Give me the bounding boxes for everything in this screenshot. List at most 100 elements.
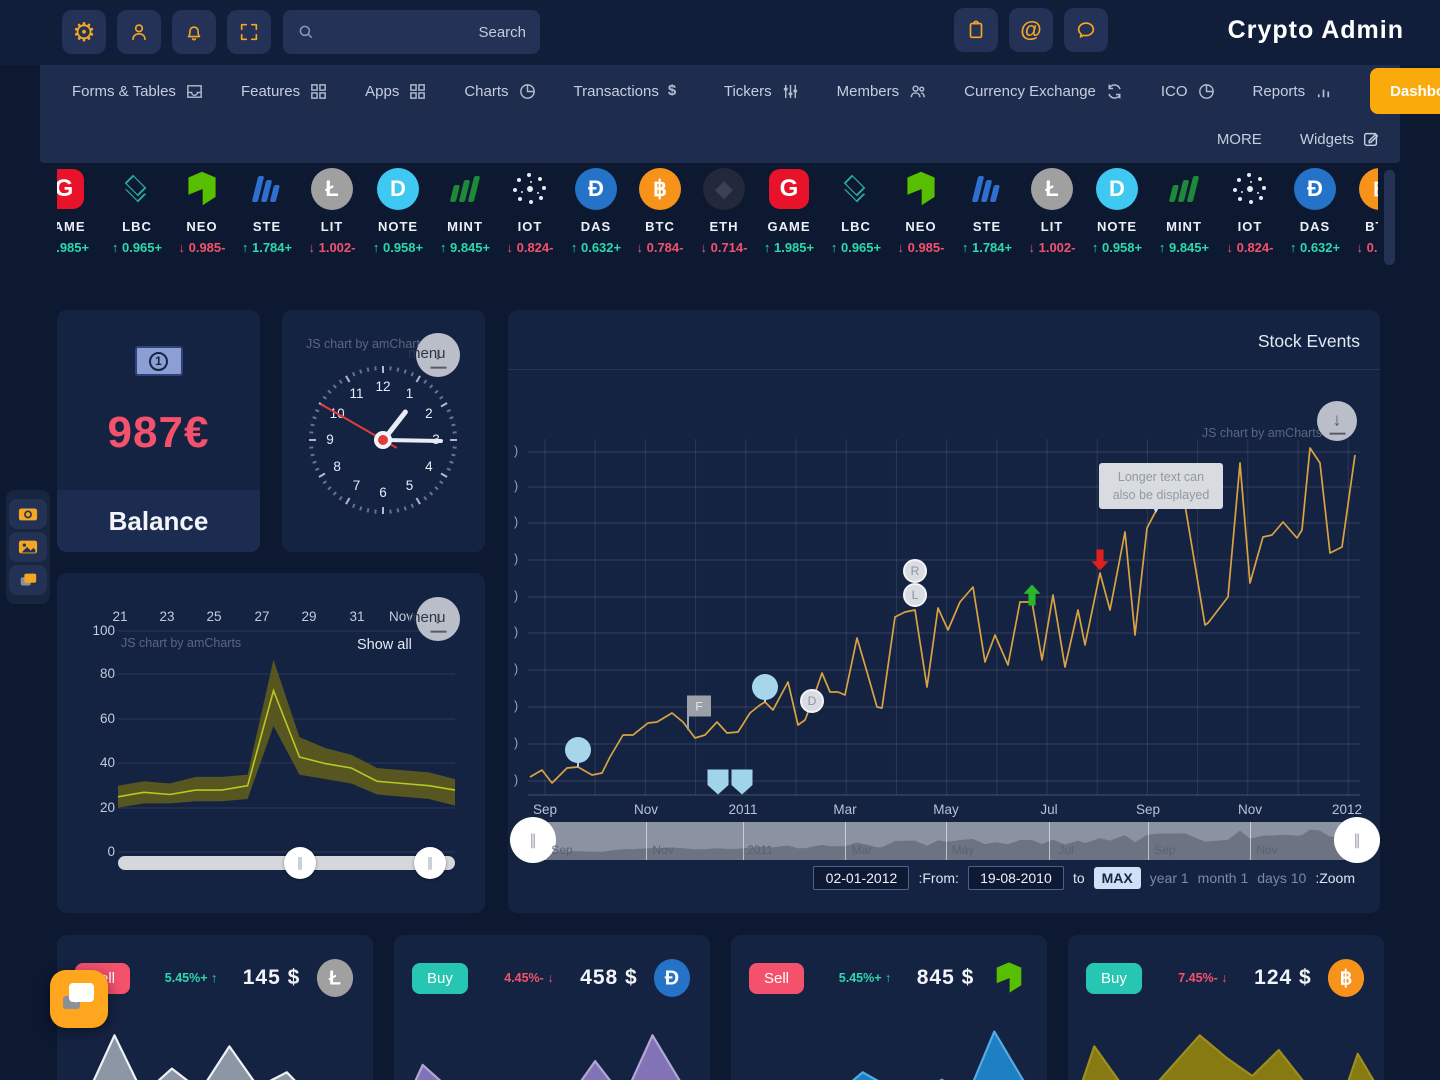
clock-number: 5 [405, 477, 414, 493]
menu-label: menu [408, 345, 446, 362]
search-input[interactable] [315, 23, 526, 41]
ticker-mint[interactable]: MINT ↑ 9.845+ [1151, 165, 1217, 255]
scrollbar-tick [1250, 822, 1251, 860]
ticker-lit[interactable]: Ł LIT ↓ 1.002- [1019, 165, 1085, 255]
nav-item-ico[interactable]: ICO [1161, 82, 1216, 101]
chart-scrollbar[interactable]: ∥ ∥ Sep Nov 2011 Mar May Jul Sep Nov [510, 817, 1380, 863]
ticker-change: ↓ 0.824- [506, 240, 554, 255]
slider-handle-left[interactable]: ∥ [284, 847, 316, 879]
side-toolbar [6, 490, 50, 604]
show-all-button[interactable]: Show all [357, 637, 412, 653]
x-axis-label: Mar [833, 802, 857, 817]
event-circle-marker[interactable]: R [903, 559, 927, 583]
nav-item-transactions[interactable]: Transactions $ [574, 82, 687, 101]
nav-item-forms-tables[interactable]: Forms & Tables [72, 82, 204, 101]
export-menu-button[interactable]: ↓ menu [408, 333, 460, 377]
buy-button[interactable]: Buy [412, 962, 468, 994]
event-pin-marker[interactable] [565, 737, 591, 763]
notifications-button[interactable] [172, 10, 216, 54]
ticker-note[interactable]: D NOTE ↑ 0.958+ [365, 165, 431, 255]
profile-button[interactable] [117, 10, 161, 54]
export-menu-button[interactable]: ↓ [1317, 401, 1357, 441]
ticker-note[interactable]: D NOTE ↑ 0.958+ [1084, 165, 1150, 255]
nav-dashboard-button[interactable]: Dashboard [1370, 68, 1440, 114]
event-shield-marker[interactable] [707, 769, 729, 795]
slider-handle-right[interactable]: ∥ [414, 847, 446, 879]
ticker-neo[interactable]: NEO ↓ 0.985- [169, 165, 235, 255]
chat-fab-button[interactable] [50, 970, 108, 1028]
buy-button[interactable]: Buy [1086, 962, 1142, 994]
ticker-change: ↑ 9.845+ [1158, 240, 1210, 255]
date-from-input[interactable] [967, 866, 1064, 890]
zoom-month-button[interactable]: month 1 [1197, 870, 1249, 886]
settings-button[interactable]: ⚙ [62, 10, 106, 54]
gallery-button[interactable] [9, 532, 47, 562]
date-to-input[interactable] [813, 866, 910, 890]
gear-icon: ⚙ [72, 17, 96, 47]
ticker-lit[interactable]: Ł LIT ↓ 1.002- [299, 165, 365, 255]
ticker-das[interactable]: Ð DAS ↑ 0.632+ [1282, 165, 1348, 255]
scrollbar-handle-left[interactable]: ∥ [510, 817, 556, 863]
clock-number: 11 [349, 386, 364, 402]
messages-button[interactable] [1064, 8, 1108, 52]
chart-zoom-slider[interactable]: ∥ ∥ [118, 847, 455, 879]
card-header: Stock Events [508, 310, 1380, 370]
ticker-btc[interactable]: ฿ BTC ↓ 0.784- [627, 165, 693, 255]
chart-zoom-controls: :From: to MAX year 1 month 1 days 10 :Zo… [813, 866, 1355, 890]
event-circle-marker[interactable]: D [800, 689, 824, 713]
ticker-ste[interactable]: STE ↑ 1.784+ [954, 165, 1020, 255]
ticker-btc[interactable]: ฿ BTC ↓ 0.784- [1347, 165, 1378, 255]
ticker-iot[interactable]: IOT ↓ 0.824- [1217, 165, 1283, 255]
x-axis-label: 23 [159, 609, 175, 624]
nav-item-tickers[interactable]: Tickers [724, 82, 800, 101]
app-title: Crypto Admin [1227, 16, 1404, 44]
trade-change: 7.45%- ↓ [1178, 971, 1228, 985]
nav-item-currency-exchange[interactable]: Currency Exchange [964, 82, 1124, 101]
screenshot-button[interactable] [9, 499, 47, 529]
neo-coin-icon [996, 962, 1022, 993]
feedback-button[interactable] [9, 565, 47, 595]
search-box[interactable] [283, 10, 540, 54]
ticker-neo[interactable]: NEO ↓ 0.985- [888, 165, 954, 255]
scrollbar-handle-right[interactable]: ∥ [1334, 817, 1380, 863]
ticker-lbc[interactable]: LBC ↑ 0.965+ [104, 165, 170, 255]
zoom-year-button[interactable]: year 1 [1149, 870, 1189, 886]
ticker-das[interactable]: Ð DAS ↑ 0.632+ [563, 165, 629, 255]
chat-icon [1077, 22, 1095, 38]
grid-icon [309, 82, 328, 101]
event-circle-marker[interactable]: L [903, 583, 927, 607]
event-pin-marker[interactable] [752, 674, 778, 700]
event-shield-marker[interactable] [731, 769, 753, 795]
trade-card-das: Buy 4.45%- ↓ 458 $ Ð [394, 935, 710, 1080]
ticker-game[interactable]: G GAME ↑ 1.985+ [57, 165, 97, 255]
nav-item-apps[interactable]: Apps [365, 82, 427, 101]
ticker-change: ↑ 0.632+ [1289, 240, 1341, 255]
ticker-eth[interactable]: ◆ ETH ↓ 0.714- [691, 165, 757, 255]
tasks-button[interactable] [954, 8, 998, 52]
ticker-mint[interactable]: MINT ↑ 9.845+ [432, 165, 498, 255]
ticker-ste[interactable]: STE ↑ 1.784+ [234, 165, 300, 255]
ticker-iot[interactable]: IOT ↓ 0.824- [497, 165, 563, 255]
ticker-game[interactable]: G GAME ↑ 1.985+ [756, 165, 822, 255]
zoom-days-button[interactable]: days 10 [1257, 870, 1307, 886]
nav-item-members[interactable]: Members [837, 82, 928, 101]
nav-item-reports[interactable]: Reports [1253, 82, 1334, 101]
tooltip-line: also be displayed [1112, 488, 1210, 503]
ticker-symbol: LIT [1040, 219, 1064, 234]
sell-button[interactable]: Sell [749, 962, 805, 994]
event-flag-marker[interactable]: F [687, 695, 711, 717]
export-menu-button[interactable]: ↓ menu [408, 597, 460, 641]
nav-widgets[interactable]: Widgets [1300, 130, 1380, 148]
y-axis-label: 20 [99, 800, 115, 815]
lbc-coin-icon [838, 174, 874, 204]
nav-item-charts[interactable]: Charts [464, 82, 536, 101]
dashboard-label: Dashboard [1390, 82, 1440, 100]
ticker-scroll-indicator[interactable] [1384, 170, 1395, 265]
nav-item-features[interactable]: Features [241, 82, 328, 101]
zoom-max-button[interactable]: MAX [1093, 867, 1141, 889]
fullscreen-button[interactable] [227, 10, 271, 54]
mentions-button[interactable]: @ [1009, 8, 1053, 52]
nav-more[interactable]: MORE [1217, 131, 1262, 148]
y-axis-label: 80 [99, 666, 115, 681]
ticker-lbc[interactable]: LBC ↑ 0.965+ [823, 165, 889, 255]
